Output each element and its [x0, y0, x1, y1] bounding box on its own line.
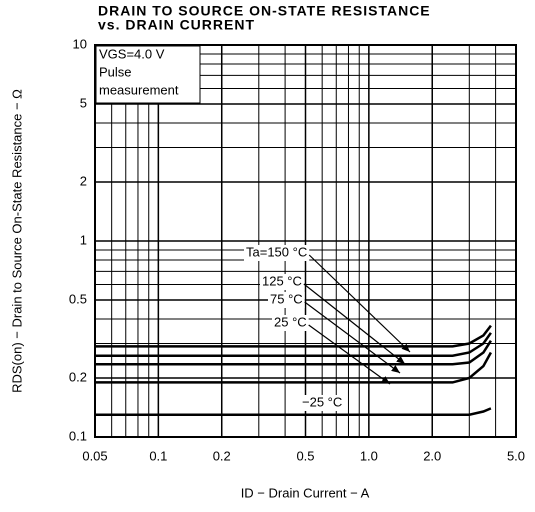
label-bg [272, 315, 309, 331]
y-tick-label: 5 [80, 95, 87, 110]
series-label: 75 °C [270, 291, 303, 306]
y-tick-label: 1 [80, 232, 87, 247]
y-tick-label: 10 [73, 36, 87, 51]
series-line [95, 340, 492, 366]
annotation: measurement [99, 82, 179, 97]
annotation: Pulse [99, 64, 132, 79]
y-tick-label: 0.1 [69, 428, 87, 443]
label-bg [244, 245, 310, 261]
series-label: −25 °C [302, 394, 342, 409]
label-bg [268, 292, 305, 308]
series-label: 25 °C [274, 314, 307, 329]
y-tick-label: 0.2 [69, 369, 87, 384]
y-axis-label: RDS(on) − Drain to Source On-State Resis… [9, 89, 24, 393]
x-tick-label: 5.0 [507, 448, 525, 463]
series-line [95, 324, 492, 348]
label-arrow [308, 254, 411, 353]
label-bg [260, 274, 304, 290]
x-tick-label: 1.0 [360, 448, 378, 463]
x-tick-label: 2.0 [423, 448, 441, 463]
series-line [95, 332, 492, 357]
plot-frame [94, 44, 517, 438]
label-bg [300, 395, 345, 411]
y-tick-label: 2 [80, 173, 87, 188]
series-label: 125 °C [262, 273, 302, 288]
x-tick-label: 0.2 [213, 448, 231, 463]
label-arrow [308, 324, 391, 385]
series-label: Ta=150 °C [246, 244, 307, 259]
annotation-box [95, 45, 201, 104]
x-tick-label: 0.05 [82, 448, 107, 463]
series-line [95, 407, 492, 416]
chart-title: vs. DRAIN CURRENT [98, 17, 255, 33]
y-tick-label: 0.5 [69, 291, 87, 306]
x-tick-label: 0.5 [296, 448, 314, 463]
label-arrow [304, 301, 401, 374]
annotation: VGS=4.0 V [99, 46, 165, 61]
series-line [95, 351, 492, 384]
label-arrow [303, 283, 406, 365]
chart-title: DRAIN TO SOURCE ON-STATE RESISTANCE [98, 3, 431, 19]
x-tick-label: 0.1 [149, 448, 167, 463]
x-axis-label: ID − Drain Current − A [241, 485, 370, 500]
